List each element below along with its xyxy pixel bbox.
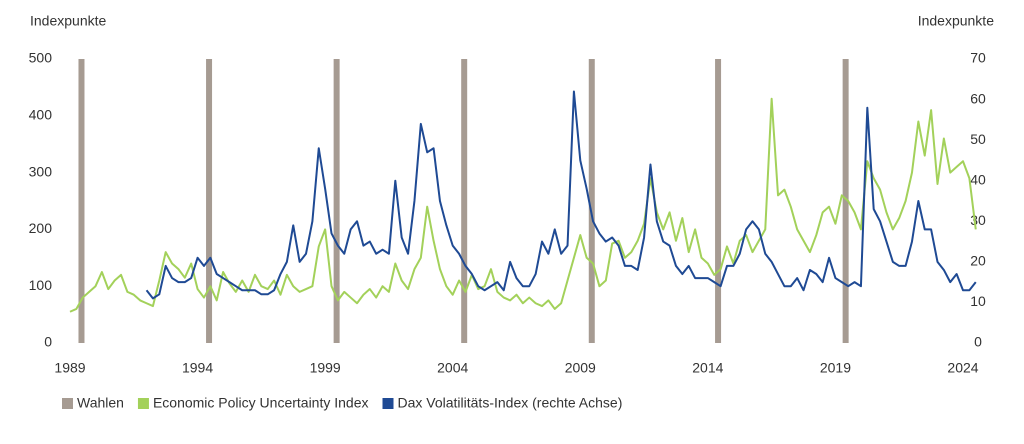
y-tick-label: 500 [29,50,53,66]
x-tick-label: 1994 [182,360,213,376]
y2-tick-label: 20 [970,253,986,269]
y2-tick-label: 60 [970,90,986,106]
legend-label-swatch [382,398,394,409]
x-tick-label: 2019 [820,360,851,376]
legend-label: Dax Volatilitäts-Index (rechte Achse) [398,395,623,411]
election-bar [842,59,849,343]
series-line [69,97,977,313]
election-bar [461,59,468,343]
x-tick-label: 2004 [437,360,468,376]
y-tick-label: 0 [44,334,52,350]
y2-axis-title: Indexpunkte [918,13,994,29]
legend-label-swatch [137,398,149,409]
y2-tick-label: 10 [970,293,986,309]
y-axis-title: Indexpunkte [30,13,106,29]
election-bar [78,59,85,343]
y2-tick-label: 50 [970,131,986,147]
y2-tick-label: 0 [974,334,982,350]
election-bar [333,59,340,343]
x-tick-label: 1989 [54,360,85,376]
y-tick-label: 300 [29,163,53,179]
election-bar [206,59,213,343]
y-tick-label: 100 [29,277,53,293]
x-tick-label: 2024 [947,360,978,376]
y-tick-label: 400 [29,107,53,123]
x-tick-label: 2014 [692,360,723,376]
election-bar [715,59,722,343]
y2-tick-label: 70 [970,50,986,66]
legend-label-swatch [62,398,73,409]
legend-label: Economic Policy Uncertainty Index [153,395,369,411]
y2-tick-label: 30 [970,212,986,228]
series-line [145,90,977,300]
election-bar [588,59,595,343]
x-tick-label: 2009 [565,360,596,376]
y2-tick-label: 40 [970,171,986,187]
legend-label: Wahlen [77,395,124,411]
y-tick-label: 200 [29,220,53,236]
x-tick-label: 1999 [310,360,341,376]
